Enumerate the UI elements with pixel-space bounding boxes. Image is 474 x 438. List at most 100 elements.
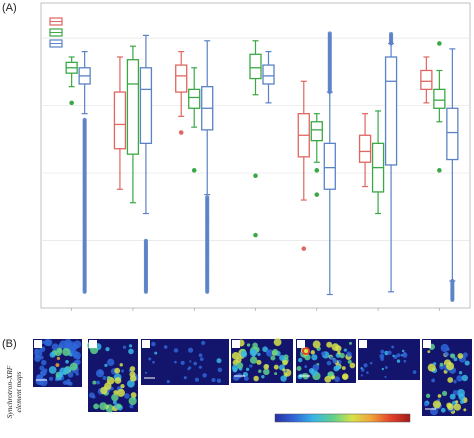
map-pixel-cluster <box>148 357 152 361</box>
map-pixel-cluster <box>437 394 442 398</box>
map-pixel-cluster <box>432 362 437 366</box>
box-plot-area <box>40 2 471 311</box>
map-pixel-cluster <box>216 378 222 383</box>
map-pixel-cluster <box>360 366 363 370</box>
map-pixel-cluster <box>75 359 81 365</box>
box-iqr <box>139 67 153 145</box>
map-pixel-cluster <box>72 343 79 350</box>
map-pixel-cluster <box>245 367 250 372</box>
map-pixel-cluster <box>312 340 321 349</box>
map-pixel-cluster <box>105 346 110 352</box>
map-pixel-cluster <box>334 376 340 383</box>
map-pixel-cluster <box>463 408 467 412</box>
outlier-point <box>437 168 442 173</box>
map-pixel-cluster <box>55 363 60 367</box>
map-pixel-cluster <box>233 374 240 381</box>
map-pixel-cluster <box>40 369 47 376</box>
map-pixel-cluster <box>51 343 59 351</box>
map-pixel-cluster <box>403 359 407 363</box>
map-pixel-cluster <box>273 364 279 370</box>
outlier-point <box>301 246 307 251</box>
map-pixel-cluster <box>199 357 204 362</box>
map-pixel-cluster <box>337 351 341 355</box>
map-pixel-cluster <box>129 375 137 382</box>
map-numeral-box <box>232 340 240 348</box>
map-pixel-cluster <box>92 380 97 385</box>
map-pixel-cluster <box>34 348 40 354</box>
map-pixel-cluster <box>452 389 459 396</box>
map-pixel-cluster <box>76 356 81 360</box>
map-pixel-cluster <box>216 358 222 364</box>
map-pixel-cluster <box>106 375 111 380</box>
map-pixel-cluster <box>93 403 99 410</box>
box-iqr <box>384 56 398 166</box>
map-pixel-cluster <box>261 375 265 379</box>
map-pixel-cluster <box>92 395 96 399</box>
map-numeral-box <box>34 340 42 348</box>
box-iqr <box>433 88 446 109</box>
map-pixel-cluster <box>381 367 385 371</box>
map-pixel-cluster <box>111 393 119 402</box>
map-numeral-box <box>359 340 367 348</box>
map-pixel-cluster <box>379 353 385 359</box>
map-pixel-cluster <box>187 347 194 353</box>
box-iqr <box>175 64 188 93</box>
map-pixel-cluster <box>266 349 270 353</box>
colorbar-bar <box>274 413 411 423</box>
map-pixel-cluster <box>339 352 345 359</box>
element-map-6 <box>358 339 420 380</box>
map-pixel-cluster <box>423 402 429 407</box>
colorbar <box>274 413 411 423</box>
map-pixel-cluster <box>347 359 352 364</box>
map-pixel-cluster <box>263 363 270 370</box>
box-synchrotron <box>323 91 336 296</box>
map-pixel-cluster <box>262 346 268 353</box>
outlier-point <box>388 31 394 37</box>
element-map-7 <box>422 339 472 416</box>
map-pixel-cluster <box>114 377 122 384</box>
map-pixel-cluster <box>331 343 340 351</box>
map-pixel-cluster <box>166 379 170 384</box>
map-pixel-cluster <box>348 341 352 345</box>
map-pixel-cluster <box>163 345 168 349</box>
map-pixel-cluster <box>121 369 124 373</box>
maps-side-label: Synchrotron-XRF element maps <box>5 365 23 418</box>
map-pixel-cluster <box>396 353 401 358</box>
outlier-point <box>69 100 74 106</box>
box-empa <box>65 56 78 106</box>
map-pixel-cluster <box>427 350 431 354</box>
outlier-point <box>253 232 258 238</box>
box-iqr <box>249 53 262 80</box>
map-pixel-cluster <box>458 393 465 401</box>
map-pixel-cluster <box>41 359 47 366</box>
map-pixel-cluster <box>271 348 279 356</box>
outlier-point <box>327 31 332 36</box>
map-pixel-cluster <box>201 340 206 346</box>
map-pixel-cluster <box>253 375 259 382</box>
box-synchrotron <box>139 34 153 215</box>
map-pixel-cluster <box>124 393 130 399</box>
map-pixel-cluster <box>130 392 137 398</box>
map-pixel-cluster <box>455 400 459 404</box>
map-pixel-cluster <box>312 364 320 371</box>
outlier-point <box>314 192 320 197</box>
map-numeral-box <box>142 340 150 348</box>
outlier-point <box>82 117 87 122</box>
map-pixel-cluster <box>282 359 288 366</box>
box-synchrotron <box>384 42 398 293</box>
box-empa <box>188 67 201 173</box>
map-pixel-cluster <box>183 376 187 380</box>
map-pixel-cluster <box>302 373 306 377</box>
map-pixel-cluster <box>363 363 368 368</box>
map-pixel-cluster <box>202 373 207 378</box>
map-pixel-cluster <box>116 388 125 397</box>
map-pixel-cluster <box>127 379 135 388</box>
box-iqr <box>113 91 127 150</box>
map-pixel-cluster <box>119 363 123 367</box>
map-pixel-cluster <box>450 353 456 359</box>
outlier-point <box>437 41 442 46</box>
map-pixel-cluster <box>180 360 185 365</box>
map-pixel-cluster <box>96 380 100 385</box>
map-pixel-cluster <box>34 355 41 363</box>
